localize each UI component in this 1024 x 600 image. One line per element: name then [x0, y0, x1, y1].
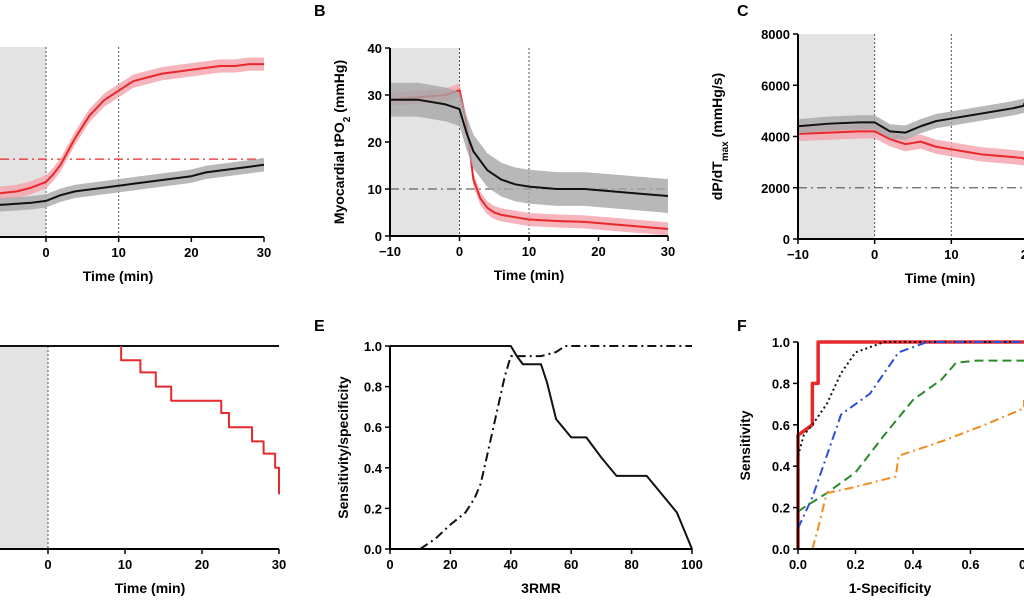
panel-e: 0 20 40 60 80 100 0.0 0.2 0.4 0.6 0.8 1.0 3RMR Sensit… — [314, 318, 703, 596]
x-tick-label: 10 — [944, 247, 958, 262]
panel-a: 0 10 20 30 Time (min) — [0, 47, 271, 284]
panel-label: B — [314, 3, 326, 20]
y-axis-label: Myocardial tPO2 (mmHg) — [331, 60, 353, 224]
y-tick-label: 8000 — [761, 27, 790, 42]
y-tick-label: 0 — [783, 232, 790, 247]
y-tick-label: 10 — [368, 182, 382, 197]
x-tick-label: 20 — [443, 557, 457, 572]
series-2-line — [797, 341, 1024, 457]
baseline-shade — [390, 48, 460, 236]
x-tick-label: 0.8 — [1019, 557, 1024, 572]
x-axis-label: 1-Specificity — [849, 580, 932, 596]
y-tick-label: 20 — [368, 135, 382, 150]
y-tick-label: 0.0 — [364, 542, 382, 557]
x-tick-label: 0 — [42, 245, 49, 260]
x-tick-label: 40 — [504, 557, 518, 572]
series-3-line — [797, 341, 1024, 529]
y-axis-label: Sensitivity/specificity — [335, 376, 351, 519]
y-tick-label: 0.8 — [364, 380, 382, 395]
panel-label: C — [737, 3, 749, 20]
y-tick-label: 4000 — [761, 130, 790, 145]
series-2-line — [120, 346, 280, 495]
y-tick-label: 0.0 — [772, 542, 790, 557]
x-tick-label: 0.2 — [846, 557, 864, 572]
series-1-line — [0, 63, 264, 195]
x-tick-label: −10 — [787, 247, 809, 262]
y-tick-label: 0.8 — [772, 376, 790, 391]
x-tick-label: 10 — [111, 245, 125, 260]
y-tick-label: 1.0 — [772, 335, 790, 350]
series-2-band — [798, 96, 1024, 140]
series-1-band — [798, 124, 1024, 167]
series-1-line — [796, 340, 1024, 549]
series-2-line — [0, 163, 265, 206]
x-tick-label: 20 — [184, 245, 198, 260]
y-tick-label: 0.4 — [364, 461, 383, 476]
x-tick-label: 80 — [624, 557, 638, 572]
x-tick-label: 30 — [257, 245, 271, 260]
x-tick-label: 0.4 — [904, 557, 923, 572]
x-tick-label: 10 — [118, 557, 132, 572]
x-tick-label: 0.0 — [789, 557, 807, 572]
y-axis-label: dP/dTmax (mmHg/s) — [709, 73, 731, 200]
x-tick-label: 0 — [386, 557, 393, 572]
series-1-line — [390, 345, 693, 550]
y-axis-label: Sensitivity — [737, 410, 753, 480]
x-tick-label: 100 — [681, 557, 703, 572]
y-tick-label: 30 — [368, 88, 382, 103]
y-tick-label: 0.4 — [772, 459, 791, 474]
y-tick-label: 40 — [368, 41, 382, 56]
series-2-line — [797, 103, 1024, 134]
series-2-line — [390, 98, 669, 198]
x-tick-label: 30 — [272, 557, 286, 572]
y-tick-label: 0 — [375, 229, 382, 244]
panel-c: −100102002000400060008000Time (min)dP/dT… — [709, 3, 1024, 286]
panel-label: F — [737, 318, 747, 335]
series-5-line — [811, 399, 1024, 550]
baseline-shade — [0, 346, 48, 549]
panel-label: E — [314, 318, 325, 335]
x-tick-label: 10 — [522, 244, 536, 259]
y-tick-label: 0.6 — [772, 418, 790, 433]
x-axis-label: 3RMR — [521, 580, 561, 596]
panel-d: 0 10 20 30 Time (min) — [0, 345, 286, 596]
y-tick-label: 0.2 — [364, 501, 382, 516]
x-tick-label: 0 — [44, 557, 51, 572]
series-1-line — [797, 130, 1024, 160]
series-2-line — [419, 345, 692, 550]
y-tick-label: 0.6 — [364, 420, 382, 435]
series-1-band — [0, 57, 264, 200]
y-tick-label: 0.2 — [772, 501, 790, 516]
x-tick-label: 0.6 — [961, 557, 979, 572]
y-tick-label: 1.0 — [364, 339, 382, 354]
y-tick-label: 6000 — [761, 78, 790, 93]
y-tick-label: 2000 — [761, 181, 790, 196]
x-axis-label: Time (min) — [115, 580, 186, 596]
x-tick-label: 20 — [1021, 247, 1024, 262]
x-tick-label: 20 — [591, 244, 605, 259]
x-tick-label: 30 — [661, 244, 675, 259]
x-tick-label: 0 — [871, 247, 878, 262]
x-tick-label: 60 — [564, 557, 578, 572]
x-tick-label: 0 — [456, 244, 463, 259]
x-tick-label: −10 — [379, 244, 401, 259]
x-axis-label: Time (min) — [905, 270, 976, 286]
series-2-band — [390, 82, 668, 213]
series-4-line — [797, 359, 1024, 513]
x-axis-label: Time (min) — [494, 267, 565, 283]
x-tick-label: 20 — [195, 557, 209, 572]
panel-f: 0.0 0.2 0.4 0.6 0.8 0.0 0.2 0.4 0.6 0.8 1.0 1-Speci… — [737, 318, 1024, 596]
x-axis-label: Time (min) — [83, 268, 154, 284]
